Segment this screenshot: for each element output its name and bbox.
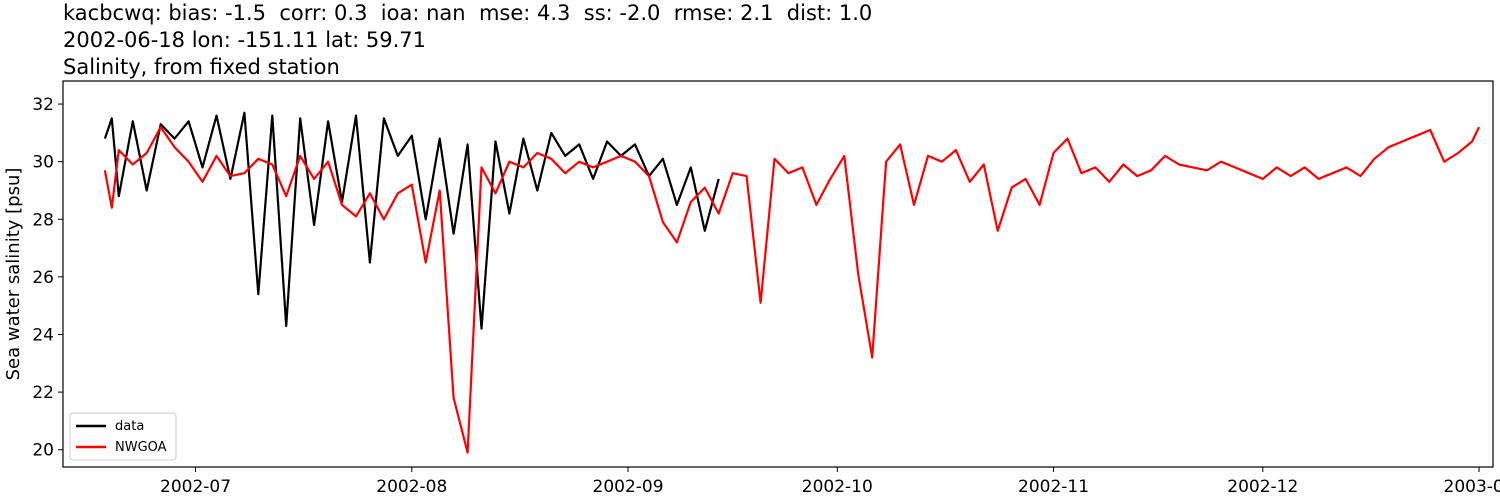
chart-title-description: Salinity, from fixed station bbox=[63, 55, 340, 79]
series-line-nwgoa bbox=[103, 125, 1480, 454]
x-tick-label: 2002-10 bbox=[802, 477, 873, 497]
y-axis: 20 22 24 26 28 30 32 bbox=[32, 95, 63, 461]
x-tick-label: 2002-08 bbox=[376, 477, 447, 497]
x-tick-label: 2002-12 bbox=[1227, 477, 1298, 497]
y-tick-label: 30 bbox=[32, 153, 54, 173]
x-tick-label: 2002-07 bbox=[160, 477, 231, 497]
x-tick-label: 2003-01 bbox=[1444, 477, 1500, 497]
y-tick-label: 20 bbox=[32, 441, 54, 461]
x-tick-label: 2002-09 bbox=[593, 477, 664, 497]
series-layer bbox=[103, 111, 1480, 454]
y-tick-label: 22 bbox=[32, 383, 54, 403]
y-tick-label: 32 bbox=[32, 95, 54, 115]
series-line-data bbox=[103, 111, 720, 330]
y-tick-label: 24 bbox=[32, 325, 54, 345]
legend-label-data: data bbox=[115, 419, 144, 434]
chart-title-stats: kacbcwq: bias: -1.5 corr: 0.3 ioa: nan m… bbox=[63, 1, 873, 25]
x-axis: 2002-07 2002-08 2002-09 2002-10 2002-11 2002-… bbox=[160, 467, 1500, 497]
y-tick-label: 28 bbox=[32, 210, 54, 230]
legend-label-nwgoa: NWGOA bbox=[115, 440, 167, 455]
y-axis-label: Sea water salinity [psu] bbox=[3, 168, 24, 381]
legend: data NWGOA bbox=[69, 412, 177, 461]
chart-title-block: kacbcwq: bias: -1.5 corr: 0.3 ioa: nan m… bbox=[63, 0, 872, 81]
plot-frame bbox=[62, 80, 1494, 468]
x-tick-label: 2002-11 bbox=[1018, 477, 1089, 497]
chart-title-location: 2002-06-18 lon: -151.11 lat: 59.71 bbox=[63, 28, 426, 52]
y-tick-label: 26 bbox=[32, 268, 54, 288]
